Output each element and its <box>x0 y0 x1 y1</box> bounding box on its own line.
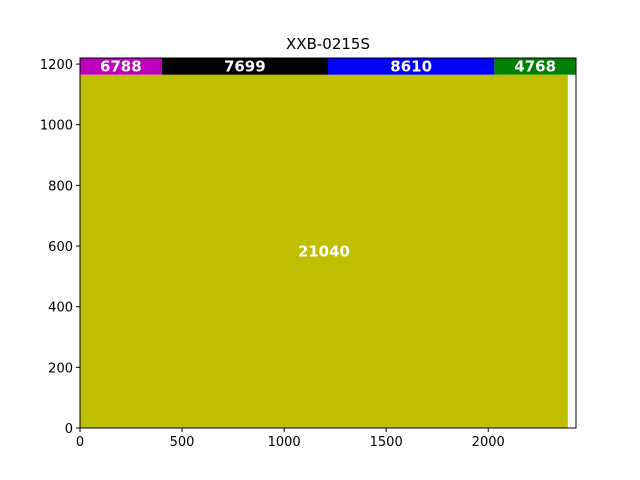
y-tick-label-0: 0 <box>65 422 73 437</box>
y-tick-label-2: 400 <box>48 301 73 316</box>
y-tick-label-1: 200 <box>48 361 73 376</box>
x-tick-label-2: 1000 <box>268 435 301 450</box>
plot-frame <box>79 57 577 429</box>
y-tick-label-6: 1200 <box>40 58 73 73</box>
y-tick-label-4: 800 <box>48 179 73 194</box>
y-axis: 0 200 400 600 800 1000 1200 <box>40 58 80 437</box>
data-rect-0 <box>80 74 568 428</box>
data-label-0: 21040 <box>298 242 350 260</box>
x-tick-label-3: 1500 <box>370 435 403 450</box>
data-rects <box>80 58 576 428</box>
chart-title: XXB-0215S <box>286 35 370 53</box>
data-labels: 21040 6788 7699 8610 4768 <box>100 57 556 260</box>
data-label-1: 6788 <box>100 57 142 75</box>
data-label-2: 7699 <box>224 57 266 75</box>
x-tick-label-4: 2000 <box>472 435 505 450</box>
data-label-3: 8610 <box>390 57 432 75</box>
y-tick-label-5: 1000 <box>40 119 73 134</box>
x-tick-label-0: 0 <box>76 435 84 450</box>
data-rect-3 <box>328 58 495 75</box>
x-axis: 0 500 1000 1500 2000 <box>76 428 505 450</box>
y-tick-label-3: 600 <box>48 240 73 255</box>
x-tick-label-1: 500 <box>170 435 195 450</box>
data-rect-1 <box>80 58 162 75</box>
data-rect-2 <box>161 58 328 75</box>
data-label-4: 4768 <box>514 57 556 75</box>
data-rect-4 <box>494 58 576 75</box>
